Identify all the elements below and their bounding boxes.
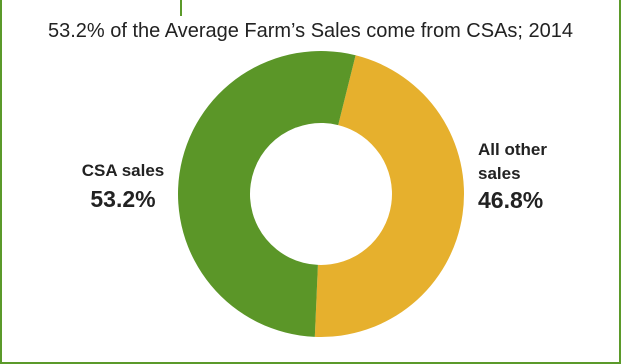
all-other-sales-label-line2: sales — [478, 164, 521, 183]
donut-slices — [177, 51, 464, 337]
all-other-sales-label-line1: All other — [478, 140, 547, 159]
donut-slice-csa-sales — [177, 51, 356, 337]
chart-title: 53.2% of the Average Farm’s Sales come f… — [47, 20, 574, 42]
frame-top-tick — [180, 0, 182, 16]
csa-sales-label: CSA sales — [82, 161, 165, 180]
donut-slice-all-other-sales — [314, 55, 464, 337]
all-other-sales-value: 46.8% — [478, 187, 543, 213]
csa-sales-value: 53.2% — [90, 186, 155, 212]
